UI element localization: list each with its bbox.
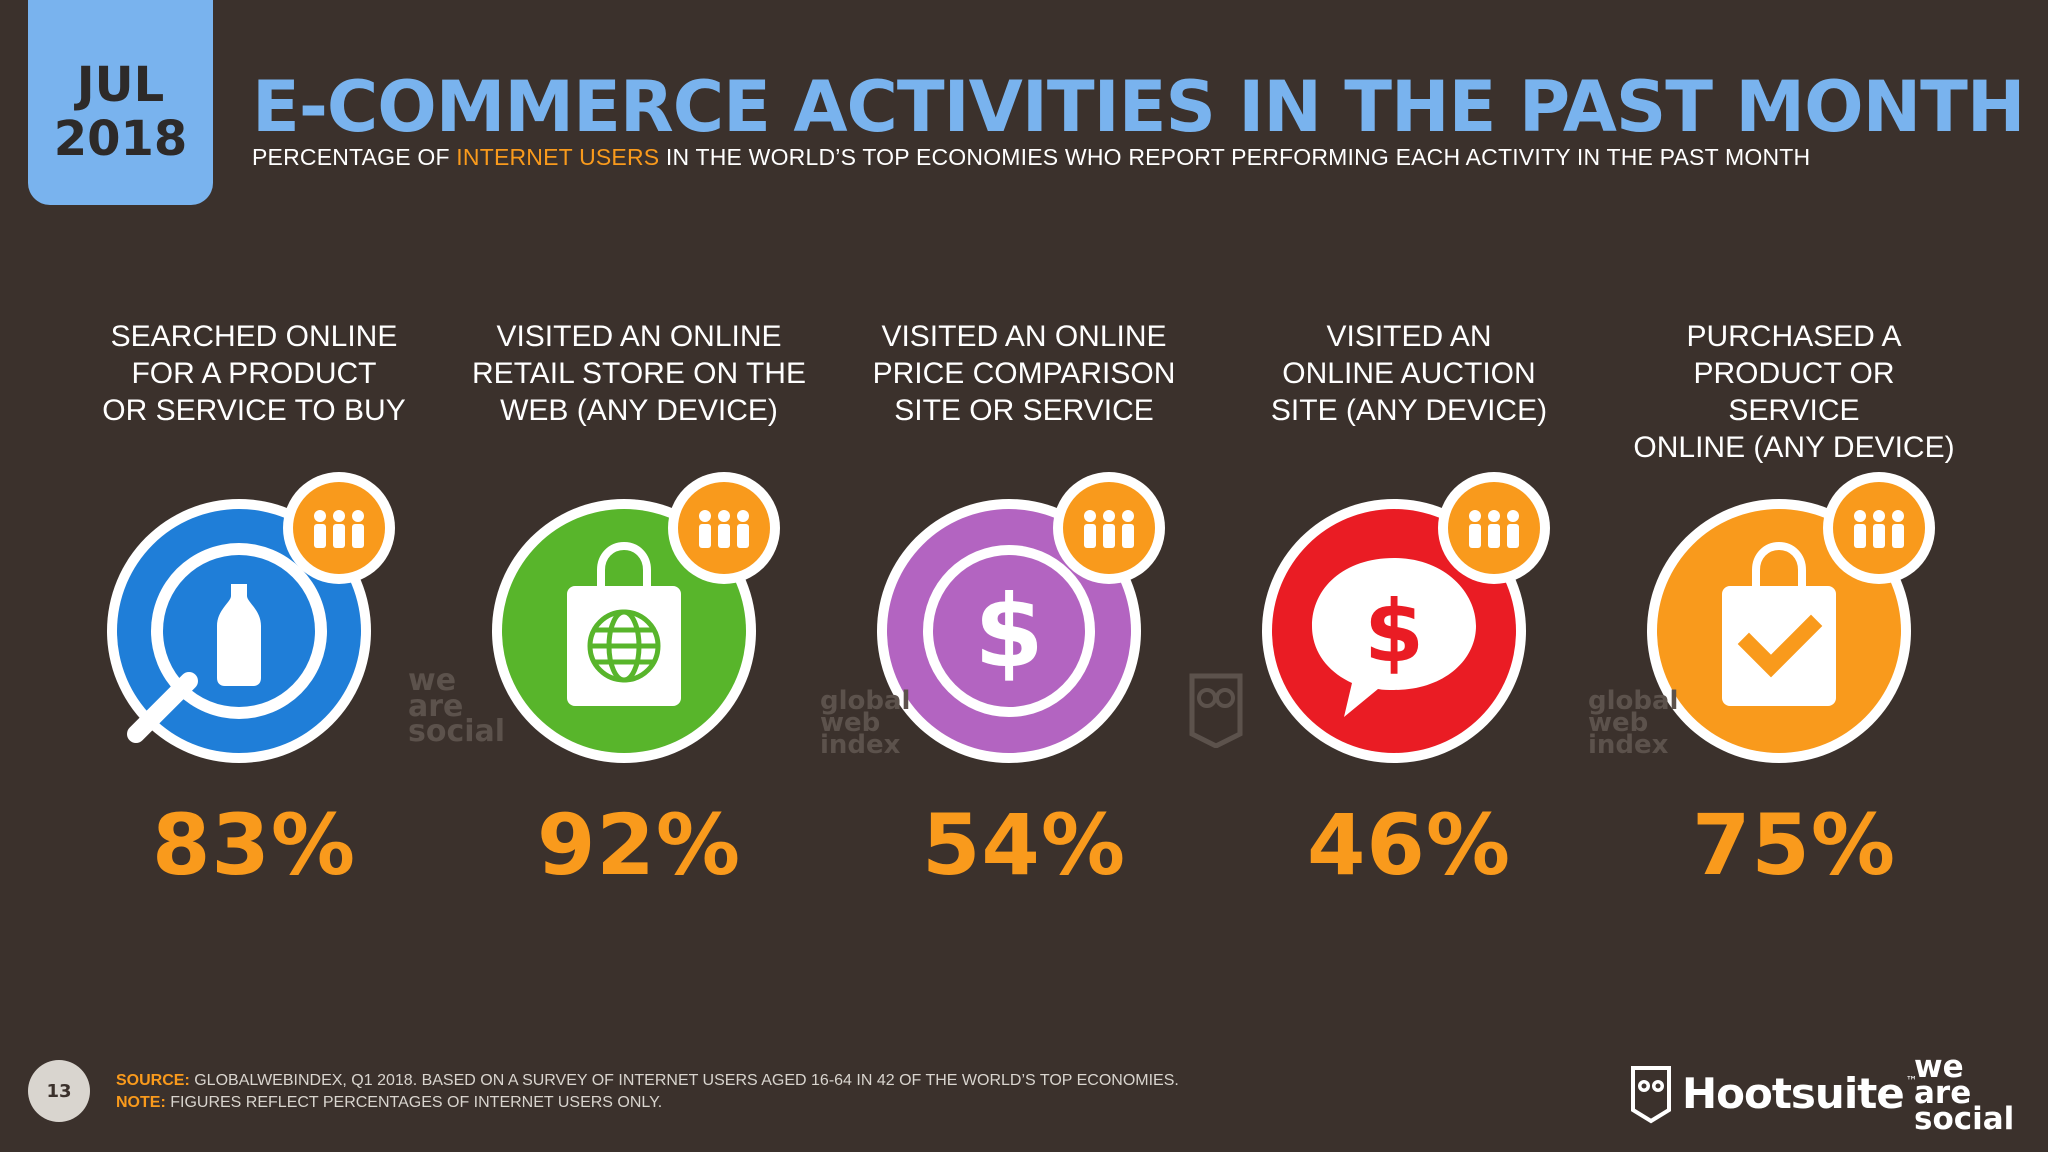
dollar-speech-bubble-icon: $ <box>1259 466 1559 766</box>
shopping-bag-check-icon <box>1644 466 1944 766</box>
stat-card-auction: VISITED AN ONLINE AUCTION SITE (ANY DEVI… <box>1239 318 1579 894</box>
page-subtitle: PERCENTAGE OF INTERNET USERS IN THE WORL… <box>252 144 1810 171</box>
globalwebindex-watermark: global web index <box>1588 686 1679 761</box>
stat-value: 92% <box>536 796 742 894</box>
subtitle-after: IN THE WORLD’S TOP ECONOMIES WHO REPORT … <box>659 144 1811 170</box>
magnifier-bottle-icon <box>104 466 404 766</box>
we-are-social-watermark: we are social <box>408 663 506 749</box>
shopping-bag-globe-icon <box>489 466 789 766</box>
globalwebindex-watermark: global web index <box>820 686 911 761</box>
hootsuite-logo: Hootsuite ™ <box>1630 1062 1918 1124</box>
card-label: VISITED AN ONLINE AUCTION SITE (ANY DEVI… <box>1270 320 1548 427</box>
stat-value: 46% <box>1306 796 1512 894</box>
card-label: PURCHASED A PRODUCT OR SERVICE ONLINE (A… <box>1633 320 1955 464</box>
svg-text:$: $ <box>1364 582 1424 682</box>
stat-card-purchase: PURCHASED A PRODUCT OR SERVICE ONLINE (A… <box>1624 318 1964 894</box>
subtitle-highlight: INTERNET USERS <box>456 144 660 170</box>
note-text: FIGURES REFLECT PERCENTAGES OF INTERNET … <box>165 1094 663 1111</box>
note-label: NOTE: <box>116 1094 166 1111</box>
card-label: VISITED AN ONLINE RETAIL STORE ON THE WE… <box>472 320 806 427</box>
we-are-social-logo: we are social <box>1914 1049 2015 1137</box>
stat-card-comparison: VISITED AN ONLINE PRICE COMPARISON SITE … <box>854 318 1194 894</box>
footer-notes: SOURCE: GLOBALWEBINDEX, Q1 2018. BASED O… <box>116 1070 1179 1114</box>
card-label: SEARCHED ONLINE FOR A PRODUCT OR SERVICE… <box>102 320 406 427</box>
hootsuite-wordmark: Hootsuite <box>1682 1068 1905 1118</box>
stat-value: 83% <box>151 796 357 894</box>
date-year: 2018 <box>53 110 188 167</box>
stat-value: 75% <box>1691 796 1897 894</box>
card-label: VISITED AN ONLINE PRICE COMPARISON SITE … <box>872 320 1176 427</box>
date-tab: JUL 2018 <box>28 0 213 205</box>
source-label: SOURCE: <box>116 1072 190 1089</box>
page-number: 13 <box>28 1060 90 1122</box>
stat-value: 54% <box>921 796 1127 894</box>
hootsuite-owl-watermark <box>1189 673 1243 748</box>
svg-text:$: $ <box>974 573 1044 690</box>
hootsuite-owl-icon <box>1631 1066 1671 1124</box>
stat-card-search: SEARCHED ONLINE FOR A PRODUCT OR SERVICE… <box>84 318 424 894</box>
date-month: JUL <box>76 56 165 113</box>
source-text: GLOBALWEBINDEX, Q1 2018. BASED ON A SURV… <box>189 1072 1179 1089</box>
page-title: E-COMMERCE ACTIVITIES IN THE PAST MONTH <box>252 66 2025 148</box>
dollar-coin-icon: $ <box>874 466 1174 766</box>
subtitle-before: PERCENTAGE OF <box>252 144 457 170</box>
hootsuite-tm: ™ <box>1905 1074 1918 1088</box>
stat-card-retail: VISITED AN ONLINE RETAIL STORE ON THE WE… <box>469 318 809 894</box>
